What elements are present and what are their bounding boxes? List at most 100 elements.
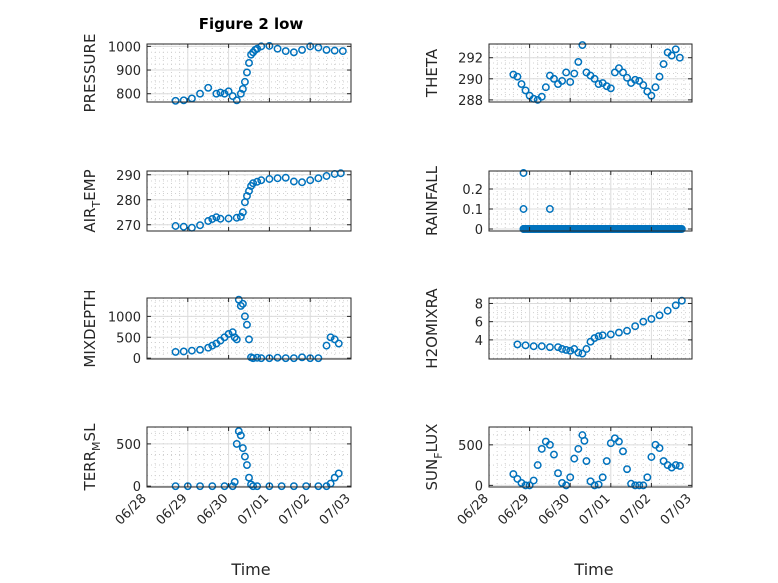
data-point [322, 172, 331, 180]
data-point [243, 461, 251, 469]
x-tick-label: 06/30 [194, 491, 231, 528]
data-point [537, 444, 546, 453]
data-point [663, 306, 672, 315]
data-point [289, 482, 298, 491]
data-point [179, 222, 188, 231]
y-tick-label: 270 [116, 219, 141, 234]
data-point [216, 88, 225, 97]
data-point [606, 330, 615, 339]
data-point [635, 481, 644, 490]
data-point [243, 320, 251, 329]
data-point [550, 74, 558, 83]
x-tick-label: 06/28 [113, 491, 150, 528]
data-point [216, 214, 225, 223]
data-point [208, 341, 217, 350]
data-point [224, 329, 233, 338]
data-point [212, 213, 221, 222]
data-point [562, 68, 571, 77]
data-point [273, 44, 282, 53]
data-point [240, 312, 249, 321]
axes-box [146, 43, 352, 103]
data-point [236, 431, 245, 440]
axes-box [488, 297, 693, 360]
data-point [187, 346, 196, 355]
data-point [240, 452, 249, 461]
data-point [238, 444, 247, 453]
data-point [671, 45, 680, 54]
data-point [562, 481, 571, 490]
data-point [537, 92, 546, 101]
y-axis-label: PRESSURE [81, 34, 99, 113]
data-point [513, 72, 522, 81]
data-point [281, 354, 290, 363]
data-point [243, 68, 251, 77]
y-tick-label: 0 [133, 352, 141, 367]
data-point [171, 96, 180, 105]
data-point [606, 84, 615, 93]
data-point [550, 450, 558, 459]
data-point [179, 347, 188, 356]
data-point [289, 354, 298, 363]
data-point [671, 301, 680, 310]
plot-area [489, 171, 692, 231]
y-tick-label: 900 [116, 64, 141, 79]
data-point [558, 76, 567, 85]
data-point [554, 469, 562, 478]
data-point [574, 57, 583, 66]
data-point [302, 482, 311, 491]
data-point [338, 47, 347, 56]
data-point [529, 476, 538, 485]
subplot-3: 270 280 290 AIRTEMP [81, 169, 352, 234]
x-tick-label: 07/01 [235, 491, 272, 528]
data-point [179, 96, 188, 105]
data-point [322, 341, 331, 350]
data-point [238, 299, 247, 308]
data-point [277, 482, 286, 491]
data-point [208, 215, 217, 223]
data-point [590, 334, 599, 343]
data-point [529, 342, 538, 351]
data-point [314, 482, 323, 491]
data-point [306, 176, 315, 185]
x-tick-label: 07/03 [317, 491, 354, 528]
data-point [582, 345, 591, 353]
data-point [659, 60, 668, 68]
data-point [655, 72, 664, 81]
data-point [558, 345, 567, 353]
data-point [234, 427, 243, 436]
x-tick-label: 07/02 [617, 491, 654, 528]
data-point [208, 482, 217, 491]
data-point [619, 447, 627, 456]
data-point [273, 174, 282, 183]
data-point [253, 177, 262, 186]
data-point [513, 340, 522, 349]
data-point [513, 474, 522, 483]
data-point [257, 176, 266, 185]
data-point [655, 311, 664, 320]
data-point [183, 482, 192, 491]
data-point [631, 75, 640, 84]
data-point [257, 42, 266, 51]
x-tick-label: 07/01 [577, 491, 614, 528]
data-point [212, 89, 221, 98]
y-tick-label: 1000 [108, 40, 141, 55]
y-tick-label: 288 [458, 94, 483, 109]
data-point [582, 457, 591, 466]
data-point [322, 45, 331, 54]
data-point [245, 473, 253, 482]
data-point [545, 205, 554, 213]
data-point [232, 213, 241, 222]
data-point [281, 173, 290, 182]
data-point [232, 335, 241, 344]
data-point [228, 482, 237, 491]
data-point [519, 225, 528, 233]
data-point [196, 221, 204, 230]
y-tick-label: 0.2 [462, 183, 483, 198]
data-point [224, 214, 233, 223]
data-point [245, 335, 253, 344]
y-axis-label: RAINFALL [423, 165, 441, 236]
data-point [245, 58, 253, 67]
data-point [330, 473, 339, 482]
data-point [521, 86, 530, 95]
